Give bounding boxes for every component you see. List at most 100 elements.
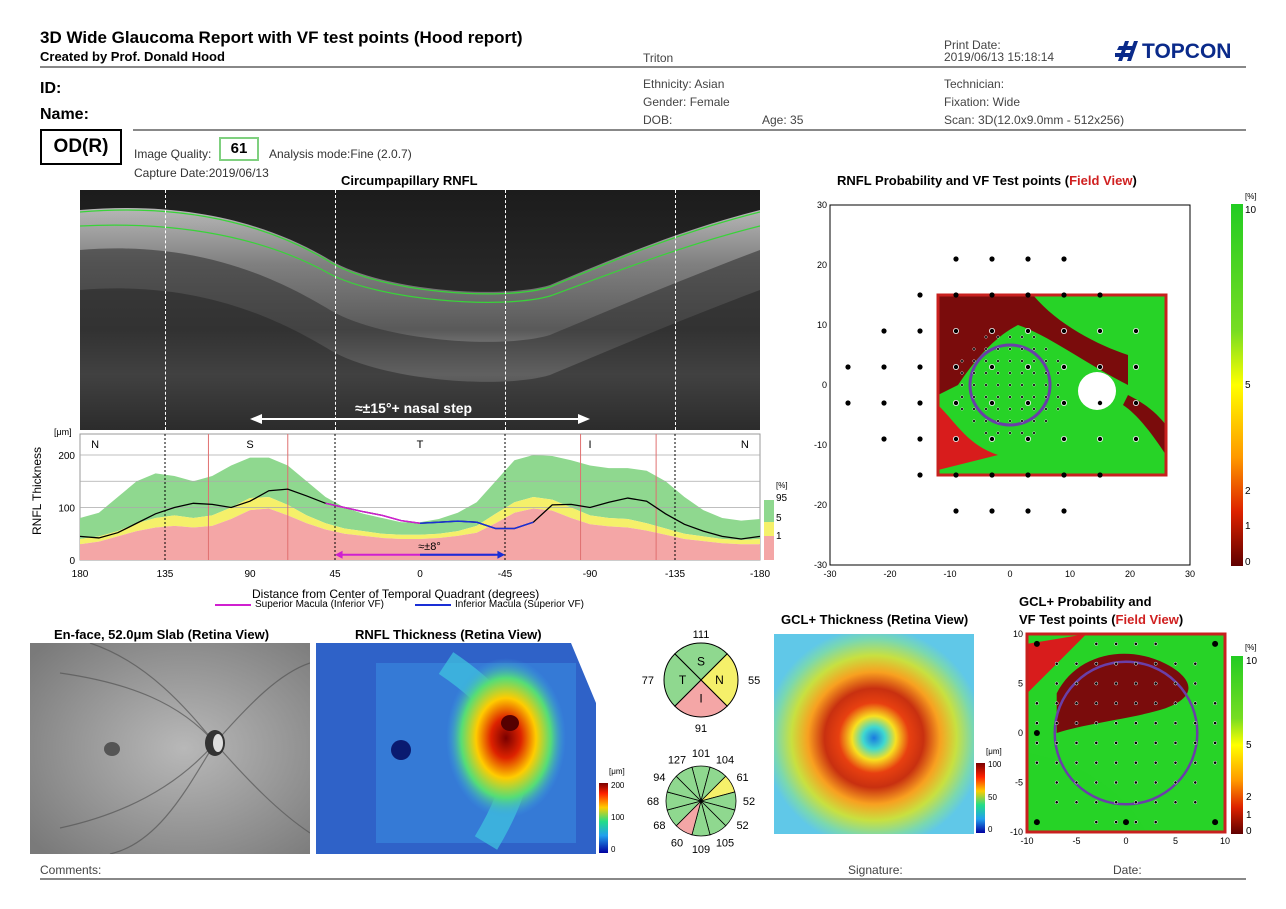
vf-test-point-42 bbox=[1096, 435, 1103, 442]
tsnit-ylabel: RNFL Thickness bbox=[30, 446, 44, 535]
device-name: Triton bbox=[643, 51, 674, 65]
vf-test-point-31 bbox=[988, 399, 995, 406]
vf-test-point-43 bbox=[1132, 435, 1139, 442]
vf-test-point-38 bbox=[952, 435, 959, 442]
gcl-vf-point bbox=[1114, 780, 1118, 785]
vf-test-point-8 bbox=[1061, 292, 1067, 298]
gcl-vf-point bbox=[1114, 760, 1118, 765]
vf-10-2-point bbox=[984, 431, 988, 435]
ytick-200: 200 bbox=[58, 451, 75, 462]
gcl-vf-point bbox=[1114, 661, 1118, 666]
fv-xtick--30: -30 bbox=[823, 569, 836, 579]
topcon-logo: TOPCON bbox=[1113, 36, 1250, 64]
fv-optic-disc bbox=[1078, 372, 1116, 410]
vf-test-point-21 bbox=[952, 363, 959, 370]
clock-label-3: 52 bbox=[743, 796, 755, 808]
gcl-vf-point bbox=[1074, 741, 1079, 745]
vf-10-2-point bbox=[1032, 407, 1036, 411]
vf-10-2-point bbox=[1020, 347, 1024, 351]
vf-10-2-point bbox=[996, 371, 1000, 375]
gcl-vf-point bbox=[1193, 681, 1198, 686]
gcl-vf-point bbox=[1153, 701, 1158, 706]
superior-macula-line bbox=[325, 502, 421, 524]
vf-10-2-point bbox=[984, 383, 988, 387]
vf-10-2-point bbox=[984, 419, 988, 423]
vf-10-2-point bbox=[1008, 359, 1012, 363]
abnormal-band bbox=[80, 508, 760, 560]
quadrant-label-N: N bbox=[715, 673, 724, 687]
gcl-vf-point bbox=[1114, 721, 1118, 725]
vf-test-point-52 bbox=[1025, 508, 1031, 514]
header-divider bbox=[40, 66, 1246, 68]
fv-xtick-0: 0 bbox=[1007, 569, 1012, 579]
gcl-vf-point bbox=[1114, 681, 1118, 686]
vf-10-2-point bbox=[1032, 395, 1036, 399]
oct-bscan: ≈±15°+ nasal step bbox=[80, 190, 760, 430]
gcl-ytick--10: -10 bbox=[1010, 827, 1023, 837]
vf-10-2-point bbox=[984, 371, 988, 375]
normal-band bbox=[80, 455, 760, 541]
vf-10-2-point bbox=[972, 419, 976, 423]
gcl-scale-50: 50 bbox=[988, 793, 997, 802]
quadrant-I bbox=[674, 679, 728, 718]
ytick-0: 0 bbox=[69, 556, 75, 567]
pm-8-arrowhead-left bbox=[335, 550, 343, 559]
vf-test-point-36 bbox=[881, 436, 887, 442]
tsnit-plot: 0 100 200 180 135 90 45 0 -45 -90 -135 -180 N S T I N ≈±8… bbox=[58, 433, 770, 580]
gcl-vf-point-large-4 bbox=[1123, 819, 1129, 826]
vf-10-2-point bbox=[1020, 371, 1024, 375]
clock-label-10: 94 bbox=[653, 772, 665, 784]
rnfl-scale-200: 200 bbox=[611, 781, 625, 790]
gcl-vf-point bbox=[1134, 800, 1138, 805]
fv-scale-10: 10 bbox=[1245, 205, 1257, 216]
vf-10-2-point bbox=[1032, 359, 1036, 363]
analysis-mode: Analysis mode:Fine (2.0.7) bbox=[269, 147, 412, 161]
quadrant-label-S: S bbox=[697, 655, 705, 669]
vf-10-2-point bbox=[960, 371, 964, 375]
gcl-vf-point bbox=[1054, 721, 1059, 725]
divider-135 bbox=[165, 190, 166, 430]
gcl-vf-point bbox=[1173, 780, 1178, 785]
xtick--135: -135 bbox=[665, 569, 685, 580]
fv-xtick--20: -20 bbox=[883, 569, 896, 579]
rnfl-scale-unit: [μm] bbox=[609, 767, 625, 776]
vf-10-2-point bbox=[960, 395, 964, 399]
gcl-vf-point bbox=[1153, 661, 1158, 666]
gcl-vf-point bbox=[1173, 760, 1178, 765]
gcl-vf-point bbox=[1035, 760, 1039, 765]
gcl-vf-point bbox=[1054, 681, 1059, 686]
legend-inf: Inferior Macula (Superior VF) bbox=[455, 599, 584, 610]
gcl-vf-point bbox=[1173, 681, 1178, 686]
gcl-xtick-10: 10 bbox=[1220, 836, 1230, 846]
vf-10-2-point bbox=[1008, 419, 1012, 423]
pct-95: 95 bbox=[776, 493, 788, 504]
vf-10-2-point bbox=[960, 383, 964, 387]
vf-test-point-6 bbox=[989, 292, 995, 298]
gcl-vf-point bbox=[1035, 721, 1039, 725]
vf-10-2-point bbox=[1032, 383, 1036, 387]
vf-10-2-point bbox=[1008, 371, 1012, 375]
xtick--90: -90 bbox=[583, 569, 598, 580]
gcl-vf-point bbox=[1134, 701, 1138, 706]
borderline-band bbox=[80, 497, 760, 545]
vf-10-2-point bbox=[996, 359, 1000, 363]
fv-ytick--30: -30 bbox=[814, 560, 827, 570]
gcl-vf-point bbox=[1074, 661, 1079, 666]
cprnfl-title: Circumpapillary RNFL bbox=[341, 173, 478, 188]
vf-test-point-39 bbox=[988, 435, 995, 442]
gcl-vf-point bbox=[1213, 741, 1217, 745]
vf-test-point-17 bbox=[1132, 327, 1139, 334]
gcl-vf-point bbox=[1074, 780, 1079, 785]
gcl-prob-title-1: GCL+ Probability and bbox=[1019, 594, 1152, 609]
vf-10-2-point bbox=[1008, 395, 1012, 399]
print-date: 2019/06/13 15:18:14 bbox=[944, 50, 1055, 64]
vf-10-2-point bbox=[972, 395, 976, 399]
vf-10-2-point bbox=[1020, 383, 1024, 387]
vf-10-2-point bbox=[1056, 371, 1060, 375]
age: Age: 35 bbox=[762, 113, 804, 127]
vf-test-point-2 bbox=[1025, 256, 1031, 262]
fv-xtick--10: -10 bbox=[943, 569, 956, 579]
fv-ytick--20: -20 bbox=[814, 500, 827, 510]
vf-10-2-point bbox=[1056, 383, 1060, 387]
